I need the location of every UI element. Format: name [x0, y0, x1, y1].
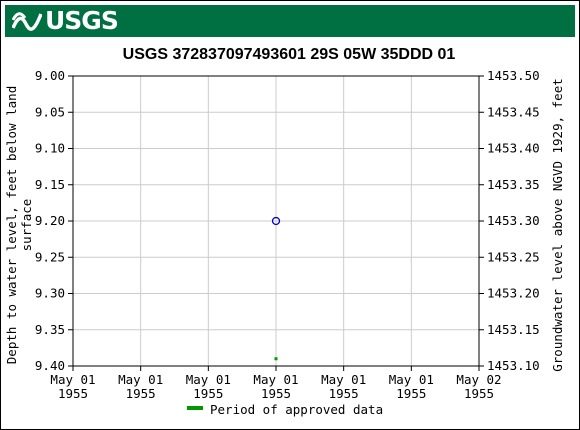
right-tick-label: 1453.45 — [487, 104, 540, 119]
left-tick-label: 9.35 — [35, 322, 65, 337]
x-tick-label-date: May 01 — [253, 372, 298, 387]
right-axis-ticks: 1453.50 1453.45 1453.40 1453.35 1453.30 1453.… — [479, 68, 540, 373]
usgs-banner: USGS — [5, 5, 575, 37]
x-tick-label-year: 1955 — [193, 386, 223, 401]
right-tick-label: 1453.40 — [487, 141, 540, 156]
right-tick-label: 1453.35 — [487, 177, 540, 192]
approved-data-mark — [274, 357, 278, 361]
x-tick-label-year: 1955 — [58, 386, 88, 401]
x-tick-label-date: May 01 — [389, 372, 434, 387]
usgs-logo-text: USGS — [45, 6, 119, 35]
left-tick-label: 9.15 — [35, 177, 65, 192]
left-tick-label: 9.20 — [35, 213, 65, 228]
usgs-wave-icon — [12, 12, 42, 31]
left-tick-label: 9.30 — [35, 286, 65, 301]
left-tick-label: 9.05 — [35, 104, 65, 119]
left-tick-label: 9.00 — [35, 68, 65, 83]
x-tick-label-date: May 01 — [321, 372, 366, 387]
right-tick-label: 1453.10 — [487, 358, 540, 373]
legend-swatch — [187, 406, 203, 410]
left-axis-ticks: 9.00 9.05 9.10 9.15 9.20 9.25 9.30 9.35 9.40 — [35, 68, 73, 373]
chart-grid — [72, 75, 480, 367]
chart-title: USGS 372837097493601 29S 05W 35DDD 01 — [123, 46, 456, 63]
left-axis-label-line1: Depth to water level, feet below land — [4, 86, 19, 364]
left-tick-label: 9.25 — [35, 249, 65, 264]
x-tick-label-date: May 01 — [50, 372, 95, 387]
x-tick-label-year: 1955 — [464, 386, 494, 401]
left-axis-label-line2: surface — [19, 199, 34, 252]
right-tick-label: 1453.20 — [487, 286, 540, 301]
left-tick-label: 9.40 — [35, 358, 65, 373]
data-point — [271, 216, 281, 226]
x-tick-label-year: 1955 — [126, 386, 156, 401]
legend-label: Period of approved data — [210, 402, 383, 417]
x-tick-label-date: May 02 — [456, 372, 501, 387]
right-tick-label: 1453.50 — [487, 68, 540, 83]
right-tick-label: 1453.30 — [487, 213, 540, 228]
usgs-logo[interactable]: USGS — [12, 6, 119, 35]
x-tick-label-date: May 01 — [118, 372, 163, 387]
legend: Period of approved data — [187, 402, 383, 417]
right-axis-label: Groundwater level above NGVD 1929, feet — [550, 78, 565, 372]
x-tick-label-year: 1955 — [261, 386, 291, 401]
x-tick-label-year: 1955 — [329, 386, 359, 401]
right-tick-label: 1453.15 — [487, 322, 540, 337]
x-tick-label-date: May 01 — [186, 372, 231, 387]
data-marks — [271, 216, 281, 361]
left-tick-label: 9.10 — [35, 141, 65, 156]
right-tick-label: 1453.25 — [487, 249, 540, 264]
x-tick-label-year: 1955 — [396, 386, 426, 401]
